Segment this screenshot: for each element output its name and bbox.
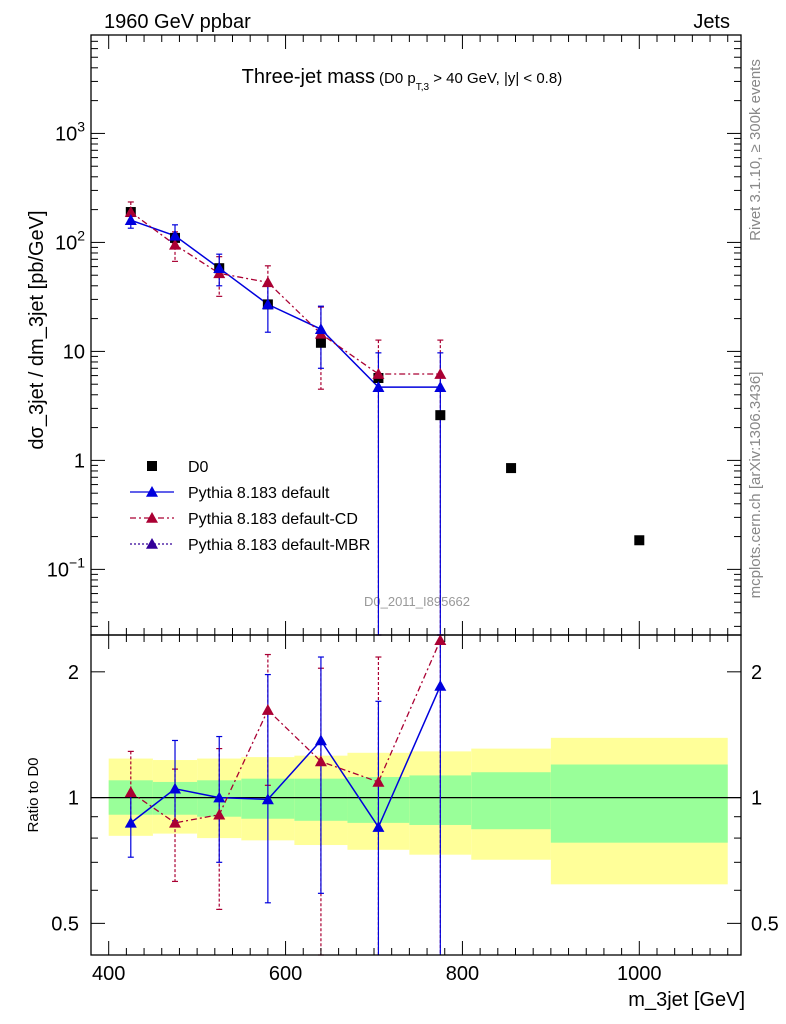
data-point-default [124, 214, 137, 225]
y-tick-label: 10 [63, 341, 85, 363]
legend: D0 Pythia 8.183 default Pythia 8.183 defau… [130, 459, 370, 554]
ratio-point-default-cd [314, 755, 327, 767]
x-tick-label: 600 [269, 963, 302, 985]
y-axis-label-main: dσ_3jet / dm_3jet [pb/GeV] [26, 210, 48, 449]
data-point-default-cd [372, 368, 385, 379]
ratio-point-default [372, 821, 385, 832]
ratio-point-default-cd [372, 775, 385, 787]
chart-title: Three-jet mass [242, 66, 375, 88]
ratio-y-tick-label-right: 1 [751, 788, 762, 810]
ratio-point-default-cd [169, 816, 182, 828]
data-point-default [314, 323, 327, 334]
legend-marker-triangle [146, 512, 158, 523]
ratio-point-default [169, 782, 182, 794]
ratio-y-tick-label-right: 2 [751, 662, 762, 684]
data-point-d0 [634, 535, 645, 546]
x-tick-label: 800 [446, 963, 479, 985]
ratio-point-default [124, 816, 137, 828]
ratio-y-tick-label: 2 [68, 662, 79, 684]
ratio-plot: 400 600 800 1000 0.5 0.5 1 1 2 2 [51, 634, 779, 985]
chart-title-sub: (D0 pT,3 > 40 GeV, |y| < 0.8) [379, 70, 562, 93]
y-tick-label: 1 [74, 450, 85, 472]
legend-label: Pythia 8.183 default-MBR [188, 537, 370, 554]
ratio-point-default-cd [213, 808, 226, 820]
legend-label: D0 [188, 459, 209, 476]
ratio-point-default [261, 793, 274, 805]
data-point-default [213, 262, 226, 273]
data-point-default [169, 229, 182, 241]
watermark: D0_2011_I895662 [364, 594, 470, 609]
data-point-default-cd [169, 238, 182, 250]
legend-marker-triangle [146, 538, 158, 549]
y-tick-label: 103 [55, 118, 85, 145]
ratio-point-default [434, 679, 447, 691]
ratio-y-tick-label: 1 [68, 788, 79, 810]
data-point-default [434, 381, 447, 392]
uncertainty-band-green [550, 764, 728, 843]
ratio-point-default [213, 791, 226, 803]
x-tick-label: 400 [92, 963, 125, 985]
data-point-default [261, 298, 274, 310]
data-point-d0 [506, 463, 517, 474]
legend-marker-triangle [146, 486, 158, 497]
legend-label: Pythia 8.183 default [188, 485, 330, 502]
mcplots-label: mcplots.cern.ch [arXiv:1306.3436] [747, 372, 764, 599]
ratio-y-tick-label: 0.5 [51, 913, 79, 935]
x-axis-label: m_3jet [GeV] [628, 989, 745, 1011]
data-point-default-cd [261, 276, 274, 288]
rivet-label: Rivet 3.1.10, ≥ 300k events [747, 59, 764, 241]
ratio-y-tick-label-right: 0.5 [751, 913, 779, 935]
data-point-default-cd [124, 206, 137, 217]
uncertainty-band-green [471, 772, 551, 830]
ratio-point-default-cd [124, 786, 137, 798]
ratio-frame [90, 634, 742, 956]
y-axis-label-ratio: Ratio to D0 [25, 757, 42, 832]
data-point-default-cd [434, 368, 447, 379]
y-tick-label: 10−1 [47, 554, 85, 581]
x-tick-label: 1000 [617, 963, 662, 985]
header-right: Jets [693, 11, 730, 33]
ratio-point-default-cd [434, 634, 447, 646]
data-point-d0 [315, 337, 326, 348]
data-point-default [372, 381, 385, 392]
ratio-point-default-cd [261, 704, 274, 715]
y-tick-label: 102 [55, 227, 85, 254]
header-left: 1960 GeV ppbar [104, 11, 251, 33]
legend-label: Pythia 8.183 default-CD [188, 511, 358, 528]
data-point-d0 [435, 410, 446, 421]
legend-marker-square [147, 461, 157, 471]
ratio-point-default [314, 734, 327, 746]
